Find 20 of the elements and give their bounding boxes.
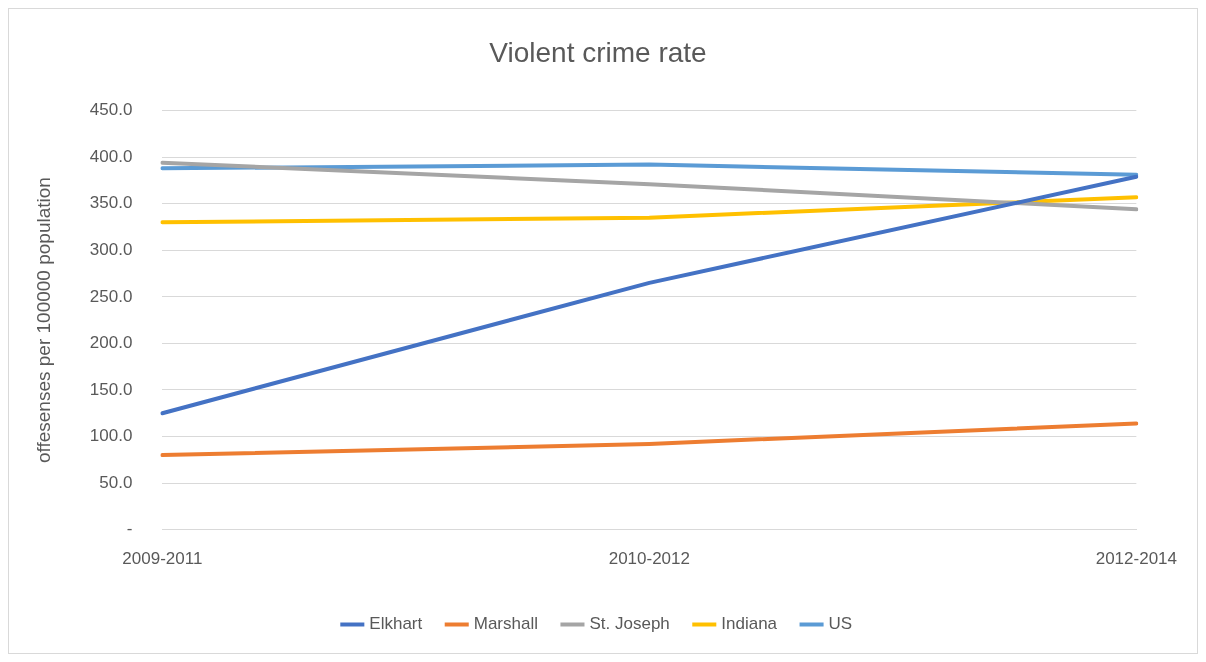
y-tick-label: 300.0 (89, 239, 133, 259)
y-tick-label: 50.0 (99, 472, 133, 492)
chart-title: Violent crime rate (489, 36, 707, 68)
legend-label: St. Joseph (589, 614, 670, 634)
x-tick-label: 2009-2011 (122, 549, 203, 569)
y-tick-label: 200.0 (89, 333, 133, 353)
y-tick-label: 250.0 (89, 286, 133, 306)
y-tick-label: 400.0 (89, 146, 133, 166)
y-tick-label: 100.0 (89, 426, 133, 446)
legend-label: Elkhart (369, 614, 423, 634)
x-tick-label: 2012-2014 (1095, 549, 1178, 569)
y-axis-title: offesenses per 100000 population (32, 177, 54, 464)
y-tick-label: 450.0 (89, 100, 133, 120)
x-tick-label: 2010-2012 (608, 549, 690, 569)
legend-label: Marshall (473, 614, 538, 634)
y-tick-label: - (126, 519, 133, 539)
legend-label: US (828, 614, 853, 634)
legend-label: Indiana (721, 614, 778, 634)
y-tick-label: 350.0 (89, 193, 133, 213)
y-tick-label: 150.0 (89, 379, 133, 399)
